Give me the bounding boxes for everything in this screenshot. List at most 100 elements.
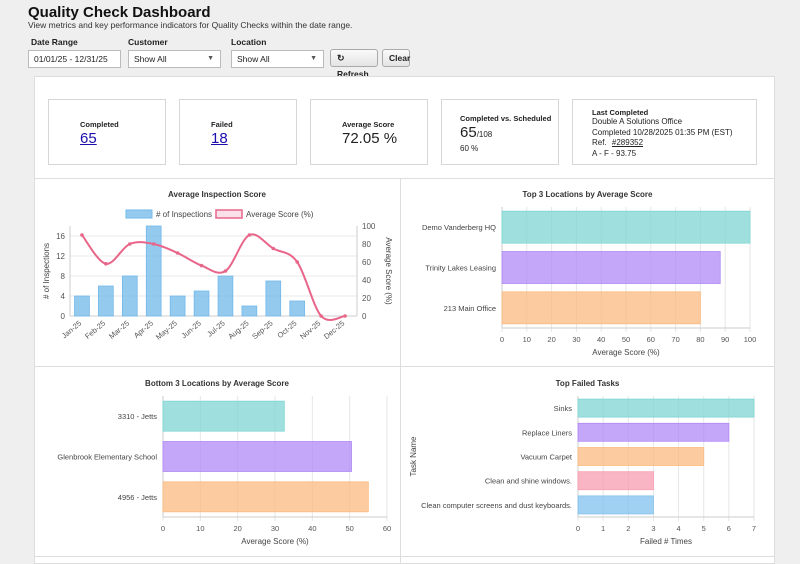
x-tick-label: 1 — [601, 524, 605, 533]
x-tick-label: 40 — [308, 524, 316, 533]
kpi-last-location: Double A Solutions Office — [592, 117, 683, 126]
x-tick-label: 20 — [547, 335, 555, 344]
page-subtitle: View metrics and key performance indicat… — [28, 20, 353, 30]
x-tick-label: May-25 — [154, 319, 179, 342]
chart-title-top3: Top 3 Locations by Average Score — [522, 190, 653, 199]
x-tick-label: Nov-25 — [298, 319, 322, 341]
refresh-button-label: Refresh — [337, 69, 369, 79]
bar-inspections — [241, 305, 258, 317]
clear-button[interactable]: Clear — [382, 49, 410, 67]
kpi-cvs-percent: 60 % — [460, 144, 479, 153]
x-axis-title: Failed # Times — [640, 537, 692, 546]
x-tick-label: 60 — [647, 335, 655, 344]
point-avg-score — [104, 262, 108, 266]
x-tick-label: 3 — [651, 524, 655, 533]
y-tick-label: 213 Main Office — [444, 304, 496, 313]
x-tick-label: 7 — [752, 524, 756, 533]
kpi-cvs-value: 65 — [460, 124, 477, 141]
kpi-last-completed: Completed 10/28/2025 01:35 PM (EST) — [592, 128, 733, 137]
y2-tick-label: 100 — [362, 222, 376, 231]
bar-inspections — [169, 295, 186, 317]
refresh-button[interactable]: ↻ Refresh — [330, 49, 378, 79]
legend-swatch-inspections — [125, 209, 153, 219]
failed-tasks-chart: 0 1 2 3 4 5 6 7 Sinks Replace Liners Vacuum Carpet… — [409, 396, 756, 546]
point-avg-score — [271, 246, 276, 251]
location-select[interactable]: Show All ▼ — [231, 50, 324, 68]
x-tick-label: 30 — [572, 335, 580, 344]
kpi-completed-card: Completed 65 — [48, 99, 166, 165]
point-avg-score — [127, 242, 132, 246]
legend-label-inspections: # of Inspections — [156, 210, 212, 219]
divider — [34, 556, 775, 557]
y-tick-label: 16 — [56, 232, 65, 241]
bar — [577, 398, 755, 418]
x-tick-label: 6 — [727, 524, 731, 533]
kpi-cvs-value-wrap: 65/108 — [460, 124, 492, 141]
x-tick-label: 5 — [702, 524, 706, 533]
bar — [162, 481, 369, 513]
x-tick-label: Jan-25 — [60, 319, 83, 341]
y2-tick-label: 0 — [362, 312, 367, 321]
kpi-completed-vs-scheduled-card: Completed vs. Scheduled 65/108 60 % — [441, 99, 559, 165]
x-tick-label: 50 — [345, 524, 353, 533]
customer-select[interactable]: Show All ▼ — [128, 50, 221, 68]
refresh-icon: ↻ — [337, 53, 345, 63]
y-tick-label: Clean computer screens and dust keyboard… — [421, 501, 572, 510]
y2-tick-label: 20 — [362, 294, 371, 303]
y2-axis-title: Average Score (%) — [384, 237, 393, 305]
y-tick-label: 0 — [61, 312, 66, 321]
x-tick-label: 10 — [523, 335, 531, 344]
kpi-cvs-total: /108 — [476, 130, 493, 139]
bar — [577, 447, 705, 466]
x-tick-label: 4 — [676, 524, 680, 533]
point-avg-score — [80, 233, 84, 237]
chevron-down-icon: ▼ — [207, 55, 214, 62]
x-axis-title: Average Score (%) — [592, 348, 660, 357]
bar-inspections — [289, 300, 306, 317]
x-tick-label: Jun-25 — [179, 319, 202, 341]
x-tick-label: Oct-25 — [275, 319, 298, 340]
kpi-last-ref-link[interactable]: #289352 — [611, 138, 644, 147]
bar — [577, 471, 654, 491]
bar — [162, 400, 285, 432]
divider — [400, 178, 401, 564]
point-avg-score — [295, 260, 300, 264]
x-tick-label: 2 — [626, 524, 630, 533]
chart-title-failed-tasks: Top Failed Tasks — [555, 379, 620, 388]
y-axis-title: Task Name — [409, 436, 418, 477]
chart-title-bottom3: Bottom 3 Locations by Average Score — [145, 379, 289, 388]
x-tick-label: Apr-25 — [132, 319, 155, 340]
chart-title-avg-inspection: Average Inspection Score — [168, 190, 266, 199]
y2-tick-label: 80 — [362, 240, 371, 249]
avg-inspection-chart: # of Inspections Average Score (%) 0 4 8 12 16… — [42, 209, 393, 342]
location-label: Location — [231, 37, 267, 47]
y-tick-label: 4956 - Jetts — [118, 493, 157, 502]
point-avg-score — [199, 263, 204, 268]
y-axis-title: # of Inspections — [42, 243, 51, 299]
divider — [34, 366, 775, 367]
kpi-completed-link[interactable]: 65 — [80, 130, 97, 147]
x-tick-label: Dec-25 — [322, 319, 346, 341]
date-range-input[interactable] — [28, 50, 121, 68]
y-tick-label: Trinity Lakes Leasing — [425, 264, 496, 273]
kpi-cvs-label: Completed vs. Scheduled — [460, 114, 552, 123]
x-tick-label: 0 — [161, 524, 165, 533]
bar-inspections — [121, 275, 138, 317]
bottom3-locations-chart: 0 10 20 30 40 50 60 3310 - Jetts Glenbrook Eleme… — [57, 396, 391, 546]
kpi-failed-label: Failed — [211, 120, 233, 129]
y2-tick-label: 60 — [362, 258, 371, 267]
bar-inspections — [265, 280, 282, 317]
kpi-failed-link[interactable]: 18 — [211, 130, 228, 147]
x-tick-label: Feb-25 — [83, 319, 107, 341]
top3-locations-chart: 0 10 20 30 40 50 60 70 80 90 100 Demo Vanderberg HQ… — [422, 207, 756, 357]
kpi-average-label: Average Score — [342, 120, 395, 129]
kpi-last-ref-row: Ref. #289352 — [592, 138, 643, 147]
y-tick-label: Glenbrook Elementary School — [57, 453, 157, 462]
y-tick-label: 3310 - Jetts — [118, 412, 157, 421]
x-tick-label: 70 — [671, 335, 679, 344]
x-tick-label: 60 — [383, 524, 391, 533]
x-tick-label: 40 — [597, 335, 605, 344]
bar — [501, 210, 751, 244]
x-tick-label: 80 — [696, 335, 704, 344]
line-avg-score — [81, 233, 346, 321]
